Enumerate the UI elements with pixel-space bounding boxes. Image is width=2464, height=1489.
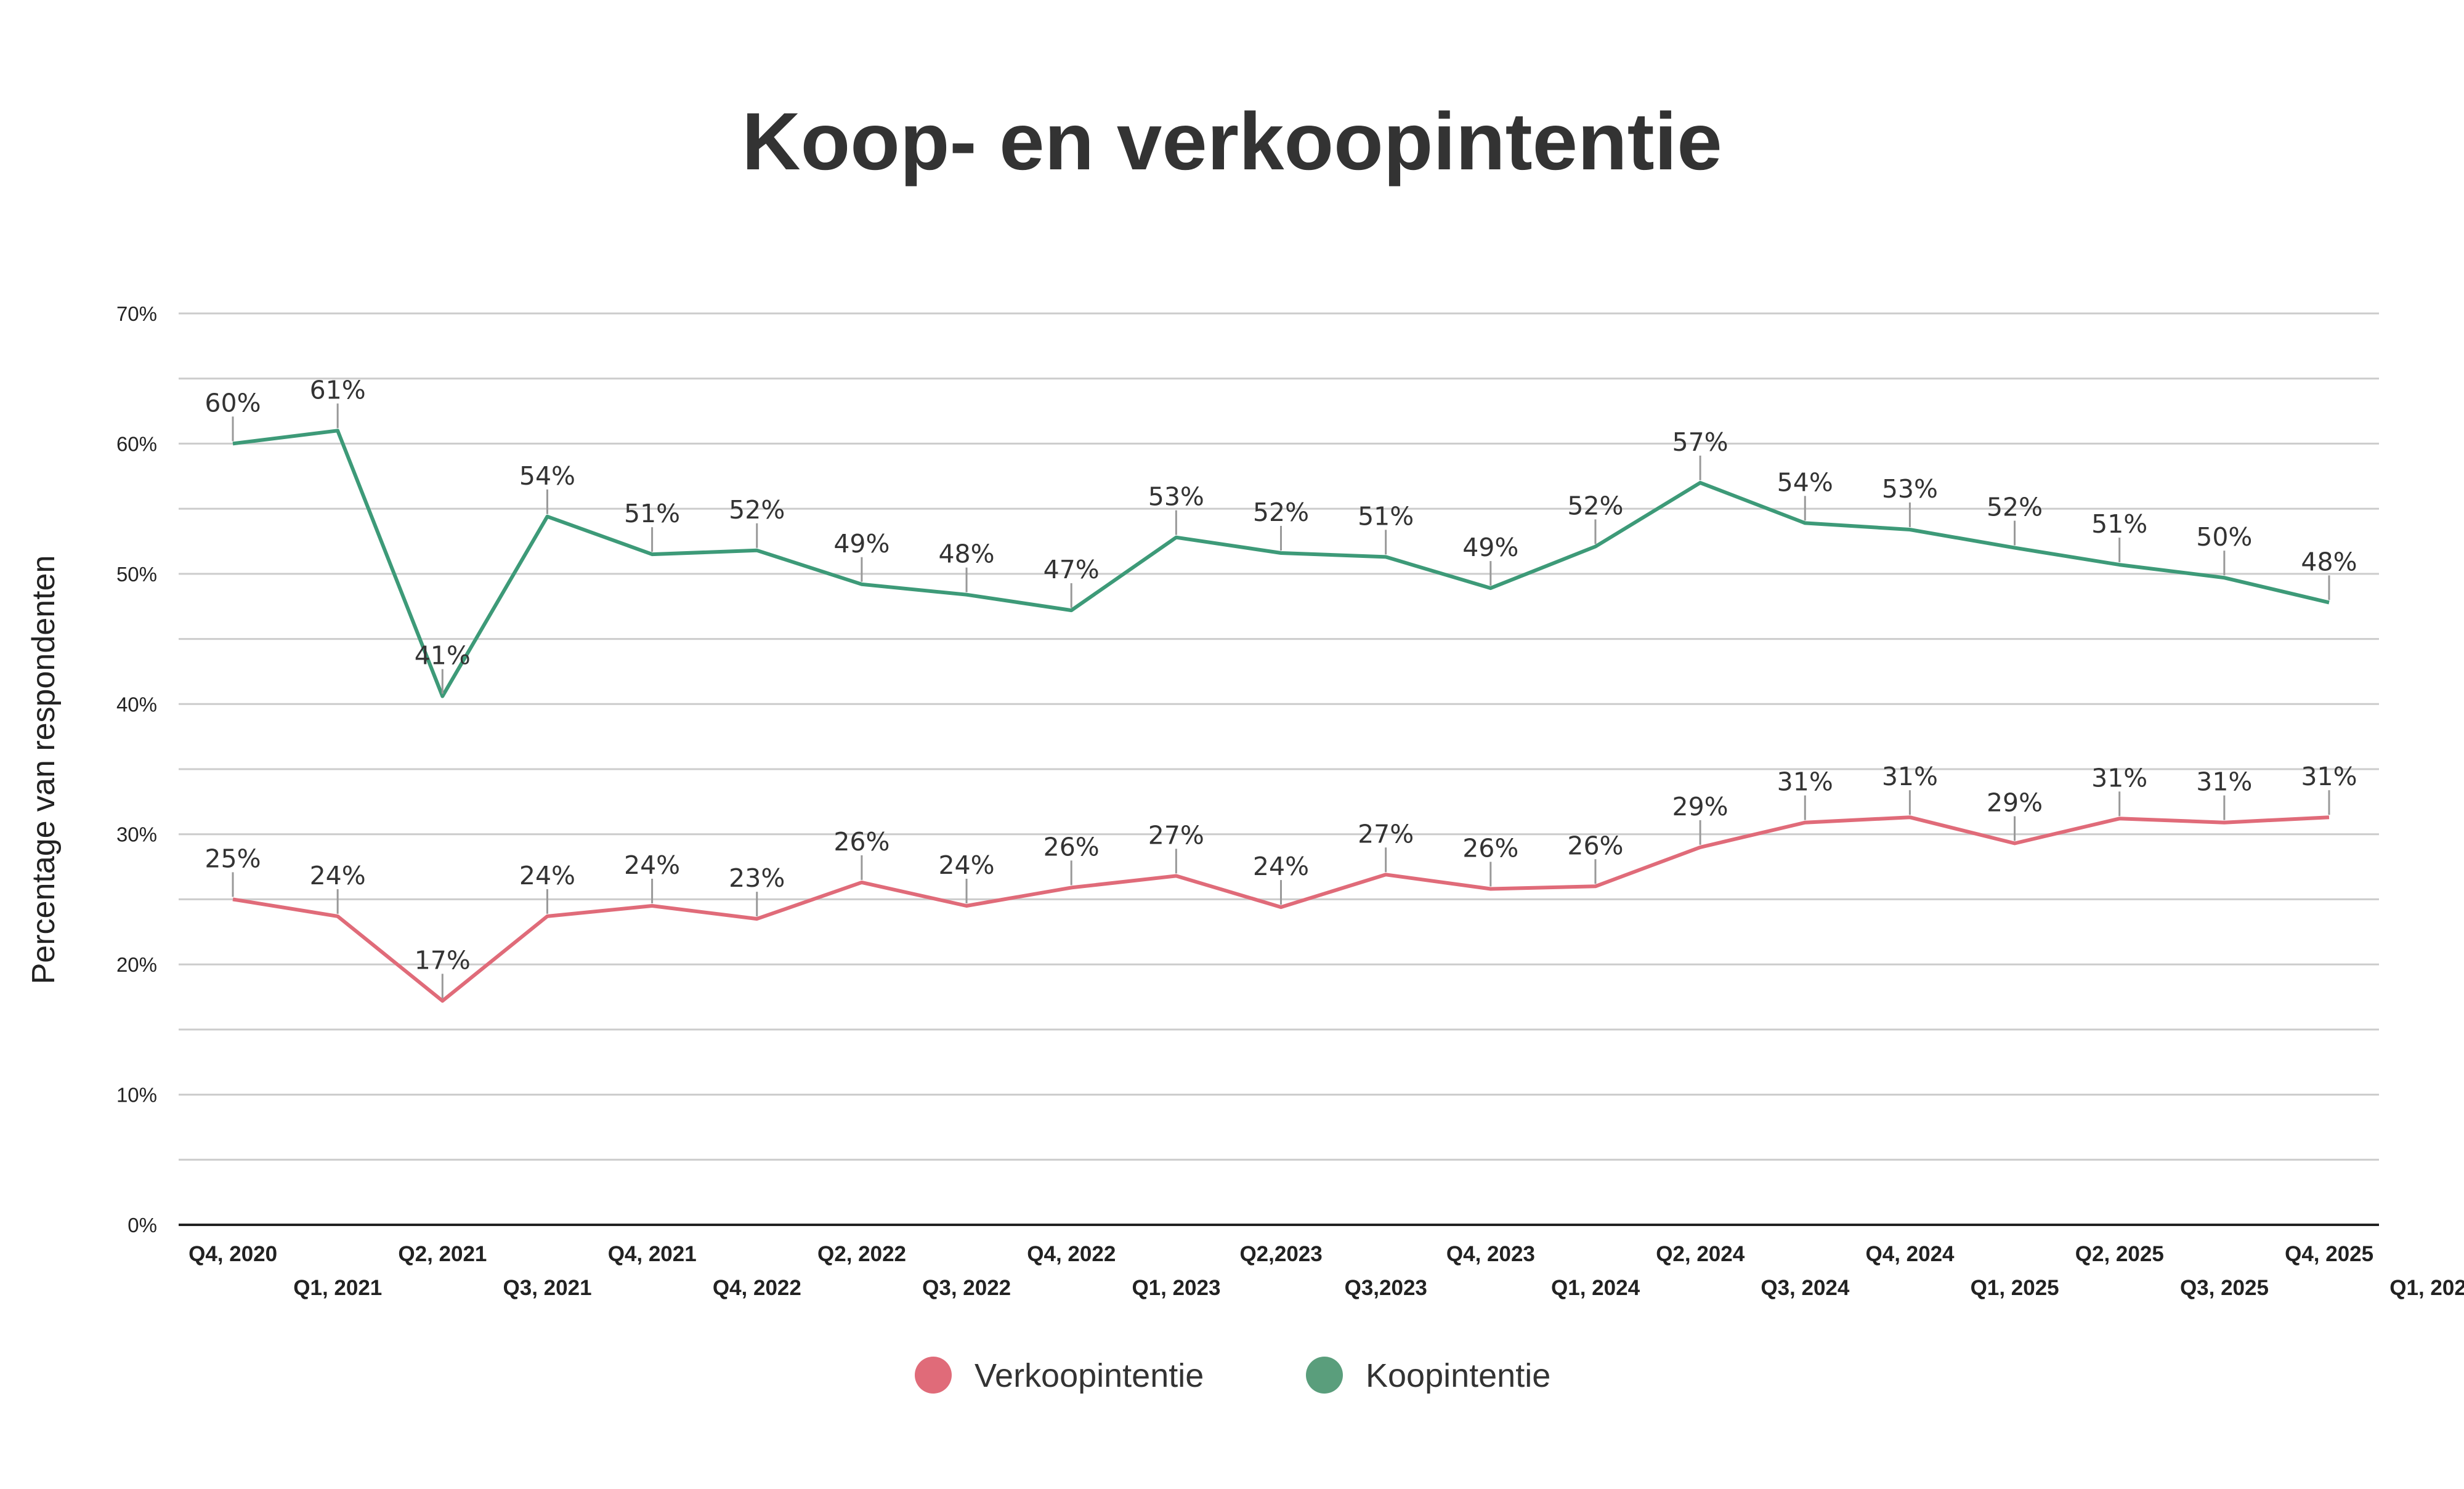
x-tick-label: Q1, 2024 <box>1551 1276 1640 1300</box>
data-label: 31% <box>2301 762 2357 791</box>
legend-swatch-verkoopintentie <box>915 1357 952 1394</box>
data-label: 60% <box>205 388 261 418</box>
x-tick-label: Q4, 2021 <box>608 1242 697 1266</box>
legend-item-verkoopintentie[interactable]: Verkoopintentie <box>915 1357 1204 1394</box>
legend-item-koopintentie[interactable]: Koopintentie <box>1306 1357 1550 1394</box>
data-label: 61% <box>310 375 366 405</box>
chart-title: Koop- en verkoopintentie <box>742 96 1722 187</box>
data-label: 51% <box>2091 509 2147 539</box>
data-label: 26% <box>1567 831 1623 860</box>
x-tick-label: Q4, 2022 <box>713 1276 801 1300</box>
x-tick-label: Q2, 2022 <box>817 1242 906 1266</box>
data-label: 53% <box>1882 474 1938 504</box>
data-label: 24% <box>938 850 994 880</box>
legend: Verkoopintentie Koopintentie <box>915 1357 1550 1394</box>
x-tick-label: Q4, 2024 <box>1866 1242 1955 1266</box>
data-label: 24% <box>624 850 680 880</box>
data-label: 23% <box>729 863 785 893</box>
y-tick-label: 50% <box>116 563 157 586</box>
x-tick-label: Q4, 2022 <box>1027 1242 1116 1266</box>
data-label: 26% <box>833 827 890 857</box>
x-tick-label: Q3, 2024 <box>1761 1276 1850 1300</box>
data-label: 29% <box>1987 788 2043 818</box>
series-verkoopintentie: 25% 24% 17% 24% 24% 23% 26% 24% 26% 27% 24% 27% 26% 2… <box>205 762 2357 1003</box>
x-tick-label: Q4, 2025 <box>2285 1242 2373 1266</box>
x-tick-label: Q2,2023 <box>1239 1242 1322 1266</box>
data-label: 27% <box>1358 819 1414 849</box>
x-tick-label: Q3,2023 <box>1345 1276 1427 1300</box>
data-label: 50% <box>2196 522 2252 552</box>
data-label: 25% <box>205 844 261 873</box>
data-label: 26% <box>1044 832 1100 862</box>
data-label: 48% <box>938 539 994 569</box>
data-label: 51% <box>1358 501 1414 531</box>
data-label: 51% <box>624 499 680 528</box>
y-axis-label: Percentage van respondenten <box>26 555 62 985</box>
y-tick-label: 60% <box>116 432 157 455</box>
gridlines <box>179 312 2379 1226</box>
data-label: 27% <box>1148 820 1204 850</box>
x-tick-label: Q1, 2025 <box>1971 1276 2059 1300</box>
x-tick-label: Q1, 2021 <box>293 1276 382 1300</box>
y-tick-label: 30% <box>116 823 157 846</box>
x-tick-label: Q1, 2023 <box>1132 1276 1220 1300</box>
data-label: 57% <box>1672 427 1728 457</box>
series-group: 25% 24% 17% 24% 24% 23% 26% 24% 26% 27% 24% 27% 26% 2… <box>205 375 2357 1003</box>
data-label: 29% <box>1672 792 1728 821</box>
data-label: 31% <box>2091 763 2147 793</box>
data-label: 54% <box>1777 467 1833 497</box>
y-tick-label: 10% <box>116 1084 157 1107</box>
x-tick-label: Q4, 2020 <box>188 1242 277 1266</box>
x-tick-label: Q1, 2026 <box>2389 1276 2464 1300</box>
x-tick-label: Q3, 2021 <box>503 1276 592 1300</box>
data-label: 52% <box>1987 493 2043 522</box>
data-label: 48% <box>2301 547 2357 576</box>
x-tick-label: Q3, 2022 <box>922 1276 1011 1300</box>
data-label: 31% <box>1882 762 1938 791</box>
legend-swatch-koopintentie <box>1306 1357 1343 1394</box>
data-label: 53% <box>1148 482 1204 512</box>
data-label: 41% <box>415 641 471 671</box>
data-label: 52% <box>1253 498 1309 527</box>
data-label: 17% <box>415 945 471 975</box>
data-label: 49% <box>833 529 890 559</box>
data-label: 52% <box>729 495 785 525</box>
data-label: 49% <box>1462 533 1518 562</box>
legend-label-koopintentie: Koopintentie <box>1366 1357 1550 1394</box>
x-tick-label: Q2, 2024 <box>1656 1242 1745 1266</box>
data-label: 54% <box>519 461 575 491</box>
x-tick-label: Q2, 2021 <box>398 1242 487 1266</box>
legend-label-verkoopintentie: Verkoopintentie <box>975 1357 1204 1394</box>
x-tick-label: Q2, 2025 <box>2075 1242 2164 1266</box>
y-tick-label: 70% <box>116 302 157 325</box>
data-label: 52% <box>1567 491 1623 520</box>
data-label: 24% <box>519 861 575 890</box>
series-line-koopintentie <box>232 429 2330 698</box>
series-line-verkoopintentie <box>232 815 2330 1003</box>
y-tick-label: 20% <box>116 953 157 976</box>
data-label: 24% <box>1253 852 1309 881</box>
x-axis-ticks: Q4, 2020 Q1, 2021 Q2, 2021 Q3, 2021 Q4, 2021… <box>188 1242 2464 1300</box>
x-tick-label: Q4, 2023 <box>1446 1242 1535 1266</box>
y-tick-label: 0% <box>128 1214 157 1237</box>
data-label: 47% <box>1044 555 1100 584</box>
y-tick-label: 40% <box>116 693 157 716</box>
series-koopintentie: 60% 61% 41% 54% 51% 52% 49% 48% 47% 53% 52% 51% 49% 5… <box>205 375 2357 698</box>
data-label: 31% <box>2196 767 2252 797</box>
data-label: 31% <box>1777 767 1833 797</box>
data-label: 26% <box>1462 834 1518 863</box>
x-tick-label: Q3, 2025 <box>2180 1276 2269 1300</box>
data-label: 24% <box>310 861 366 890</box>
y-axis-ticks: 0% 10% 20% 30% 40% 50% 60% 70% <box>116 302 157 1237</box>
